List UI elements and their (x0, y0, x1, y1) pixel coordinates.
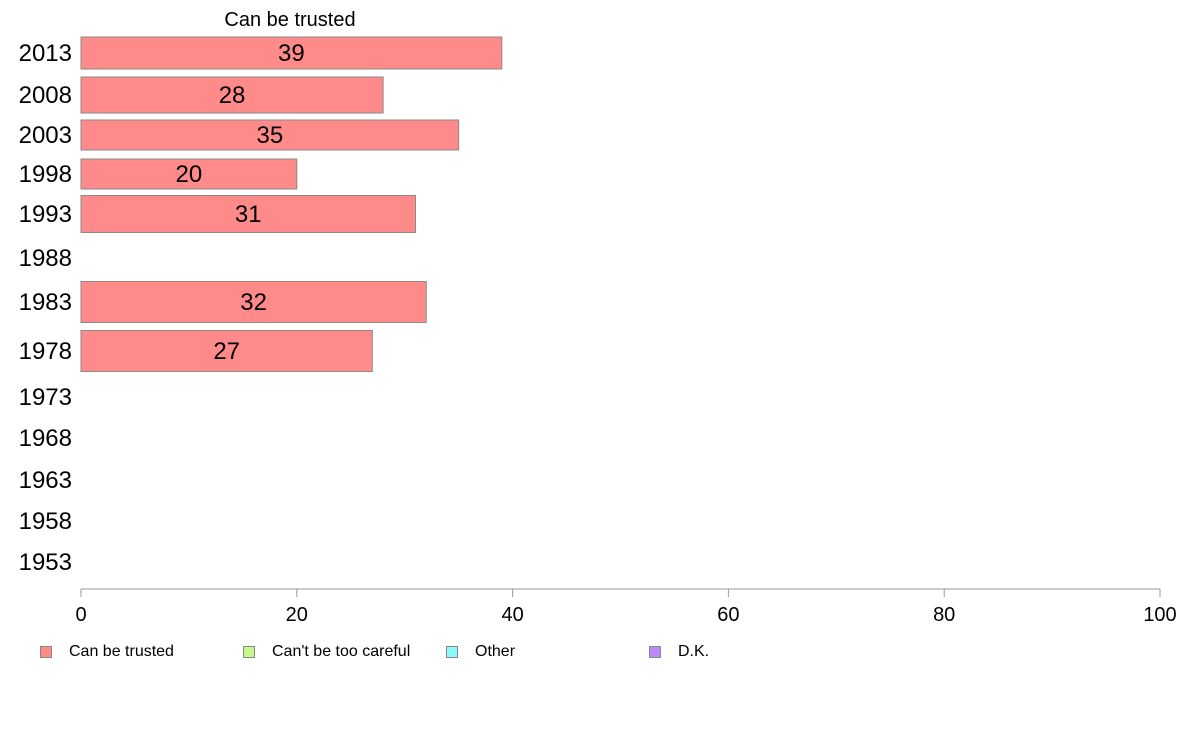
bar-label-2003-series-0: 35 (256, 122, 283, 149)
x-tick-label-40: 40 (501, 604, 523, 626)
bar-1993-series-0 (80, 195, 416, 233)
legend-label-0: Can be trusted (69, 643, 174, 660)
legend-swatch-0 (40, 646, 52, 658)
y-tick-label-1953: 1953 (19, 549, 72, 576)
y-tick-label-1978: 1978 (19, 338, 72, 365)
bar-2013-series-0 (80, 36, 503, 70)
legend-item-2: Other (446, 643, 515, 661)
legend-item-0: Can be trusted (40, 643, 174, 661)
y-tick-label-1983: 1983 (19, 289, 72, 316)
legend-label-1: Can't be too careful (272, 643, 411, 660)
y-tick-label-1973: 1973 (19, 384, 72, 411)
bar-label-2008-series-0: 28 (219, 82, 246, 109)
y-tick-label-1988: 1988 (19, 245, 72, 272)
bar-1983-series-0 (80, 281, 427, 323)
bar-1998-series-0 (80, 158, 298, 190)
y-tick-label-1968: 1968 (19, 425, 72, 452)
y-tick-label-1998: 1998 (19, 161, 72, 188)
x-tick-label-100: 100 (1143, 604, 1176, 626)
bar-label-1983-series-0: 32 (240, 289, 267, 316)
chart-title: Can be trusted (224, 9, 355, 31)
x-tick-label-60: 60 (717, 604, 739, 626)
y-tick-label-2008: 2008 (19, 82, 72, 109)
legend-swatch-1 (243, 646, 255, 658)
bar-label-2013-series-0: 39 (278, 40, 305, 67)
bar-1978-series-0 (80, 330, 373, 372)
y-axis-labels: 2013 2008 2003 1998 1993 1988 1983 1978 1973 1968… (19, 40, 72, 576)
legend: Can be trusted Can't be too careful Other D… (0, 643, 1188, 667)
x-tick-label-80: 80 (933, 604, 955, 626)
legend-item-1: Can't be too careful (243, 643, 410, 661)
legend-swatch-3 (649, 646, 661, 658)
y-tick-label-1993: 1993 (19, 201, 72, 228)
bar-label-1998-series-0: 20 (176, 161, 203, 188)
y-tick-label-1963: 1963 (19, 467, 72, 494)
x-axis: 0 20 40 60 80 100 (75, 588, 1177, 626)
x-tick-label-20: 20 (286, 604, 308, 626)
bar-2008-series-0 (80, 76, 384, 114)
legend-item-3: D.K. (649, 643, 709, 661)
legend-swatch-2 (446, 646, 458, 658)
legend-label-3: D.K. (678, 643, 710, 660)
x-tick-label-0: 0 (75, 604, 86, 626)
bar-2003-series-0 (80, 119, 460, 151)
bar-label-1978-series-0: 27 (213, 338, 240, 365)
y-tick-label-2003: 2003 (19, 122, 72, 149)
legend-label-2: Other (475, 643, 516, 660)
y-tick-label-2013: 2013 (19, 40, 72, 67)
y-tick-label-1958: 1958 (19, 508, 72, 535)
bar-label-1993-series-0: 31 (235, 201, 262, 228)
